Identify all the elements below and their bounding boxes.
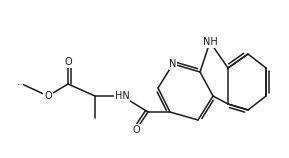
Text: O: O — [64, 57, 72, 67]
Text: O: O — [44, 91, 52, 101]
Text: HN: HN — [115, 91, 129, 101]
Text: O: O — [132, 125, 140, 135]
Text: methyl: methyl — [18, 83, 23, 85]
Text: N: N — [169, 59, 177, 69]
Text: NH: NH — [203, 37, 217, 47]
